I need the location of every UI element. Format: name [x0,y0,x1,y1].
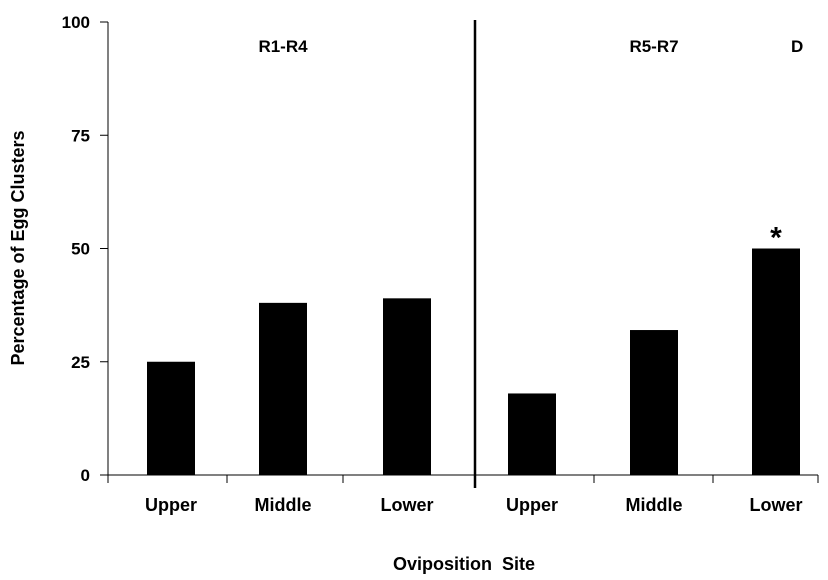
y-tick-label: 75 [71,126,90,145]
group-label: R5-R7 [629,37,678,56]
y-tick-label: 100 [62,13,90,32]
y-axis-ticks: 0 25 50 75 100 [62,13,819,485]
x-category-label: Middle [255,495,312,515]
y-tick-label: 0 [81,466,90,485]
x-category-label: Middle [626,495,683,515]
x-category-label: Lower [380,495,433,515]
x-axis-category-labels: Upper Middle Lower Upper Middle Lower [145,495,803,515]
y-axis-title: Percentage of Egg Clusters [8,130,28,365]
x-category-label: Upper [145,495,197,515]
significance-asterisk: * [770,222,782,255]
bars: * [147,222,800,475]
bar-2 [259,302,307,475]
group-labels: R1-R4 R5-R7 [258,37,678,56]
y-tick-label: 50 [71,240,90,259]
panel-label: D [791,37,803,56]
x-axis-title: Oviposition Site [393,554,535,574]
bar-4 [508,393,556,475]
bar-5 [630,330,678,475]
bar-3 [383,298,431,475]
y-tick-label: 25 [71,353,90,372]
bar-1 [147,361,195,475]
x-category-label: Upper [506,495,558,515]
x-category-label: Lower [749,495,802,515]
group-label: R1-R4 [258,37,308,56]
bar-6 [752,248,800,475]
